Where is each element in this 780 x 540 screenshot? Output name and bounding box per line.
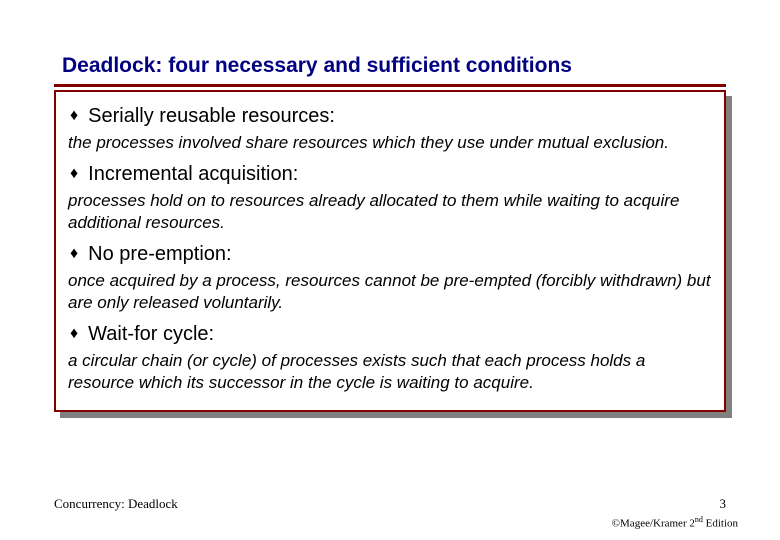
bullet-description: the processes involved share resources w… <box>68 132 712 154</box>
edition-label: Edition <box>703 518 738 530</box>
bullet-heading: Wait-for cycle: <box>88 320 214 348</box>
edition-sup: nd <box>695 515 703 524</box>
bullet-heading: No pre-emption: <box>88 240 231 268</box>
bullet-heading: Serially reusable resources: <box>88 102 335 130</box>
slide: Deadlock: four necessary and sufficient … <box>54 54 726 412</box>
copyright-symbol: © <box>612 518 620 530</box>
content-box: ♦ Serially reusable resources: the proce… <box>54 90 726 412</box>
page-number: 3 <box>720 496 727 512</box>
diamond-icon: ♦ <box>70 160 78 188</box>
bullet-item: ♦ Serially reusable resources: <box>68 102 712 130</box>
copyright: ©Magee/Kramer 2nd Edition <box>612 515 738 530</box>
bullet-item: ♦ Wait-for cycle: <box>68 320 712 348</box>
bullet-heading: Incremental acquisition: <box>88 160 298 188</box>
diamond-icon: ♦ <box>70 320 78 348</box>
bullet-description: once acquired by a process, resources ca… <box>68 270 712 314</box>
footer: Concurrency: Deadlock 3 <box>54 496 726 512</box>
title-rule <box>54 84 726 87</box>
copyright-author: Magee/Kramer <box>620 518 689 530</box>
diamond-icon: ♦ <box>70 102 78 130</box>
bullet-description: processes hold on to resources already a… <box>68 190 712 234</box>
bullet-item: ♦ Incremental acquisition: <box>68 160 712 188</box>
slide-title: Deadlock: four necessary and sufficient … <box>54 54 726 84</box>
content-frame: ♦ Serially reusable resources: the proce… <box>54 90 726 412</box>
diamond-icon: ♦ <box>70 240 78 268</box>
footer-left: Concurrency: Deadlock <box>54 496 178 512</box>
bullet-item: ♦ No pre-emption: <box>68 240 712 268</box>
bullet-description: a circular chain (or cycle) of processes… <box>68 350 712 394</box>
